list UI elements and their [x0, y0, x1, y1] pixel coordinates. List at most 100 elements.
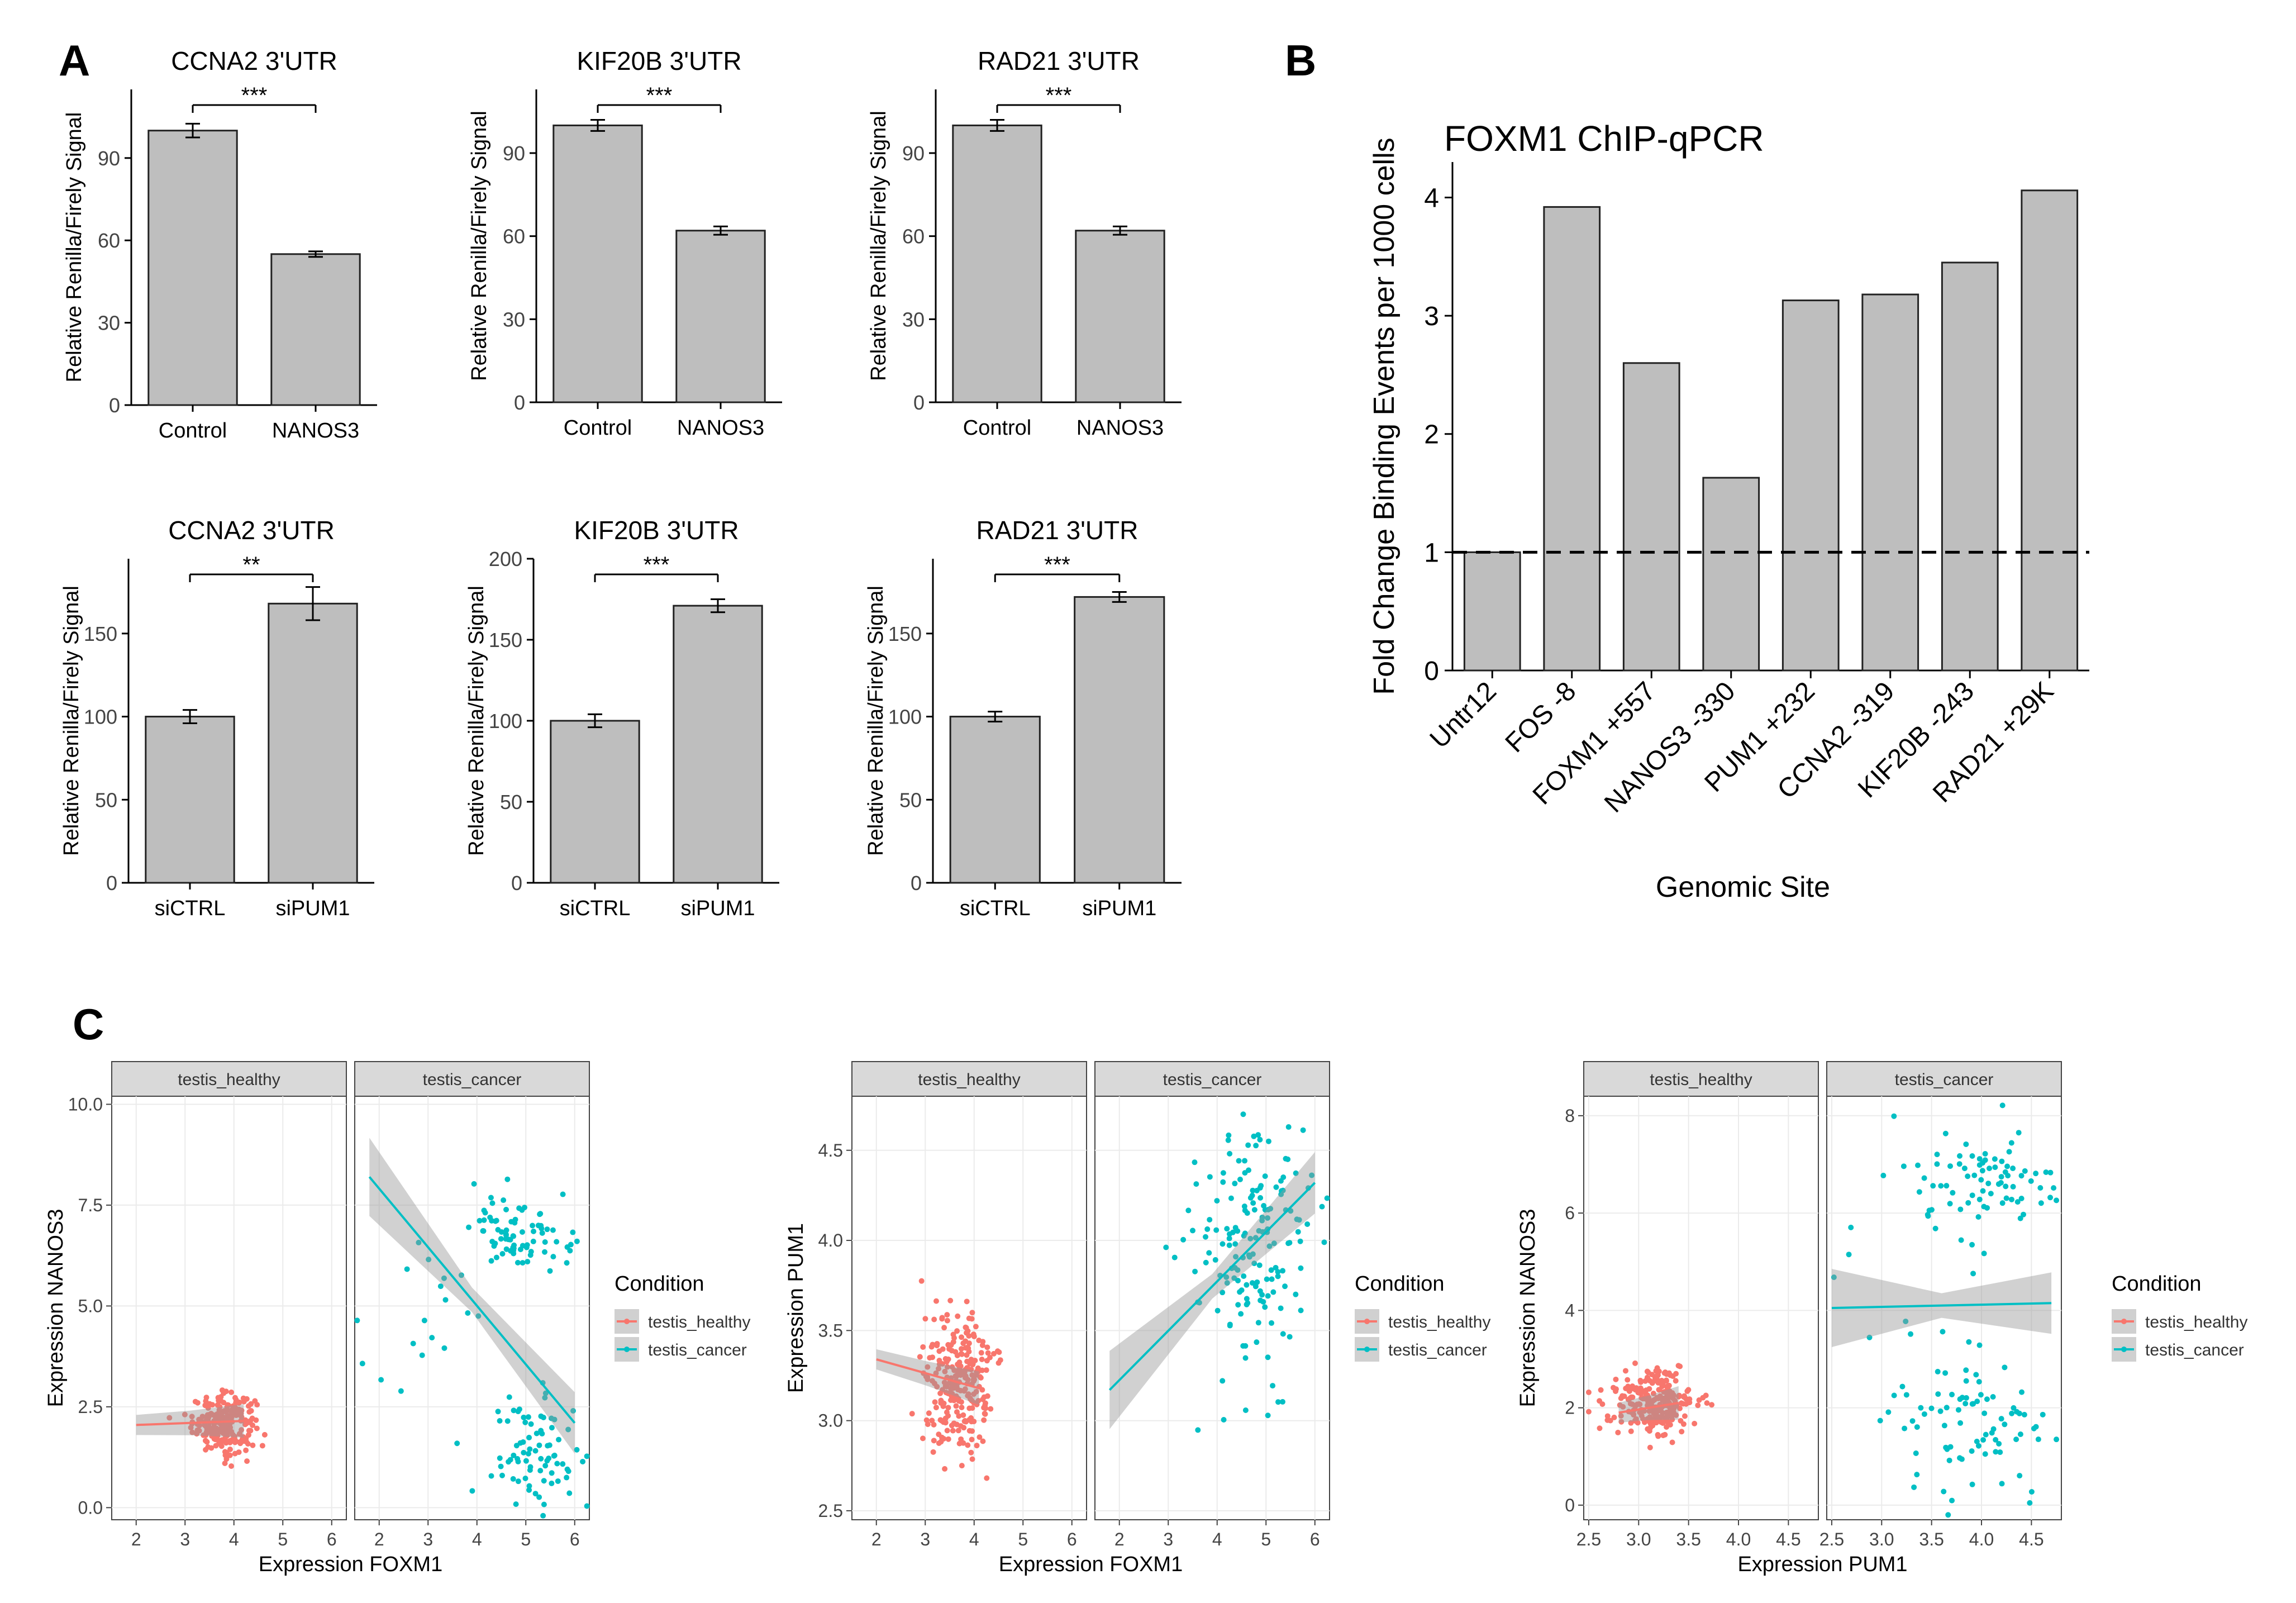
- data-point: [1324, 1195, 1330, 1201]
- data-point: [1916, 1189, 1922, 1195]
- data-point: [410, 1340, 416, 1347]
- data-point: [225, 1402, 231, 1408]
- data-point: [2047, 1169, 2054, 1176]
- data-point: [1946, 1457, 1952, 1463]
- x-tick-label: siCTRL: [960, 897, 1031, 920]
- data-point: [204, 1429, 211, 1435]
- data-point: [961, 1425, 967, 1431]
- data-point: [442, 1297, 449, 1303]
- data-point: [1959, 1456, 1965, 1462]
- data-point: [1650, 1418, 1656, 1424]
- data-point: [1275, 1273, 1281, 1279]
- x-axis-label: Expression FOXM1: [259, 1553, 442, 1576]
- data-point: [1163, 1244, 1169, 1250]
- bar: [1463, 551, 1521, 672]
- data-point: [942, 1368, 948, 1374]
- data-point: [530, 1223, 536, 1229]
- data-point: [939, 1418, 945, 1424]
- data-point: [1282, 1283, 1288, 1290]
- y-tick-label: 0.0: [78, 1497, 103, 1518]
- y-tick-label: 4.0: [818, 1230, 843, 1250]
- data-point: [1275, 1399, 1282, 1405]
- data-point: [1978, 1392, 1984, 1398]
- y-tick-label: 30: [503, 308, 525, 331]
- data-point: [1228, 1195, 1234, 1201]
- data-point: [2017, 1431, 2023, 1437]
- data-point: [254, 1425, 260, 1431]
- data-point: [1227, 1150, 1233, 1157]
- data-point: [941, 1435, 947, 1442]
- data-point: [512, 1220, 518, 1226]
- data-point: [926, 1410, 932, 1416]
- data-point: [987, 1354, 993, 1361]
- data-point: [964, 1352, 970, 1358]
- data-point: [974, 1443, 980, 1449]
- data-point: [1265, 1412, 1271, 1419]
- data-point: [469, 1488, 475, 1494]
- data-point: [1227, 1323, 1233, 1329]
- y-axis-label: Relative Renilla/Firely Signal: [468, 111, 491, 381]
- x-tick-label: Control: [963, 416, 1032, 440]
- x-tick-label: siPUM1: [680, 897, 755, 920]
- data-point: [1628, 1420, 1634, 1426]
- data-point: [940, 1346, 946, 1352]
- panel-label-b: B: [1285, 36, 1316, 85]
- data-point: [1709, 1402, 1715, 1408]
- data-point: [1212, 1257, 1218, 1263]
- x-tick-label: 3.5: [1919, 1529, 1943, 1549]
- data-point: [536, 1442, 542, 1448]
- data-point: [1664, 1409, 1670, 1415]
- bar: [673, 605, 763, 884]
- data-point: [2021, 1411, 2027, 1418]
- data-point: [555, 1478, 561, 1484]
- data-point: [980, 1438, 986, 1444]
- data-point: [466, 1224, 472, 1230]
- data-point: [526, 1487, 532, 1493]
- data-point: [1903, 1392, 1909, 1398]
- data-point: [1969, 1242, 1975, 1248]
- x-tick-label: siCTRL: [560, 897, 631, 920]
- data-point: [1695, 1402, 1701, 1409]
- data-point: [205, 1405, 211, 1411]
- data-point: [1265, 1354, 1271, 1361]
- data-point: [1969, 1401, 1975, 1407]
- data-point: [1966, 1339, 1972, 1345]
- legend-key-point: [624, 1319, 630, 1324]
- data-point: [227, 1452, 233, 1458]
- data-point: [499, 1251, 506, 1257]
- data-point: [533, 1430, 540, 1436]
- data-point: [1921, 1411, 1927, 1417]
- data-point: [958, 1363, 964, 1369]
- data-point: [419, 1352, 425, 1358]
- data-point: [1963, 1395, 1969, 1401]
- y-tick-label: 4: [1565, 1300, 1575, 1320]
- data-point: [1998, 1416, 2004, 1422]
- data-point: [1957, 1153, 1963, 1159]
- data-point: [1233, 1254, 1239, 1260]
- data-point: [182, 1411, 188, 1418]
- data-point: [1226, 1132, 1232, 1138]
- data-point: [1963, 1141, 1969, 1147]
- data-point: [1220, 1241, 1226, 1247]
- data-point: [2018, 1389, 2025, 1395]
- data-point: [1242, 1158, 1248, 1164]
- data-point: [955, 1368, 961, 1374]
- data-point: [536, 1494, 542, 1500]
- legend-entry-label: testis_cancer: [648, 1341, 747, 1359]
- data-point: [1627, 1395, 1633, 1401]
- bar: [1543, 206, 1601, 672]
- data-point: [947, 1297, 954, 1304]
- data-point: [570, 1229, 576, 1235]
- x-tick-label: 2.5: [1576, 1529, 1601, 1549]
- y-tick-label: 90: [503, 142, 525, 165]
- data-point: [2028, 1178, 2034, 1184]
- data-point: [1949, 1391, 1955, 1397]
- data-point: [530, 1238, 536, 1244]
- data-point: [540, 1415, 546, 1421]
- y-axis-label: Relative Renilla/Firely Signal: [60, 586, 83, 856]
- data-point: [928, 1344, 935, 1350]
- x-tick-label: 3: [180, 1529, 190, 1549]
- y-axis-label: Relative Renilla/Firely Signal: [867, 111, 890, 381]
- data-point: [1937, 1408, 1943, 1414]
- data-point: [1997, 1449, 2003, 1455]
